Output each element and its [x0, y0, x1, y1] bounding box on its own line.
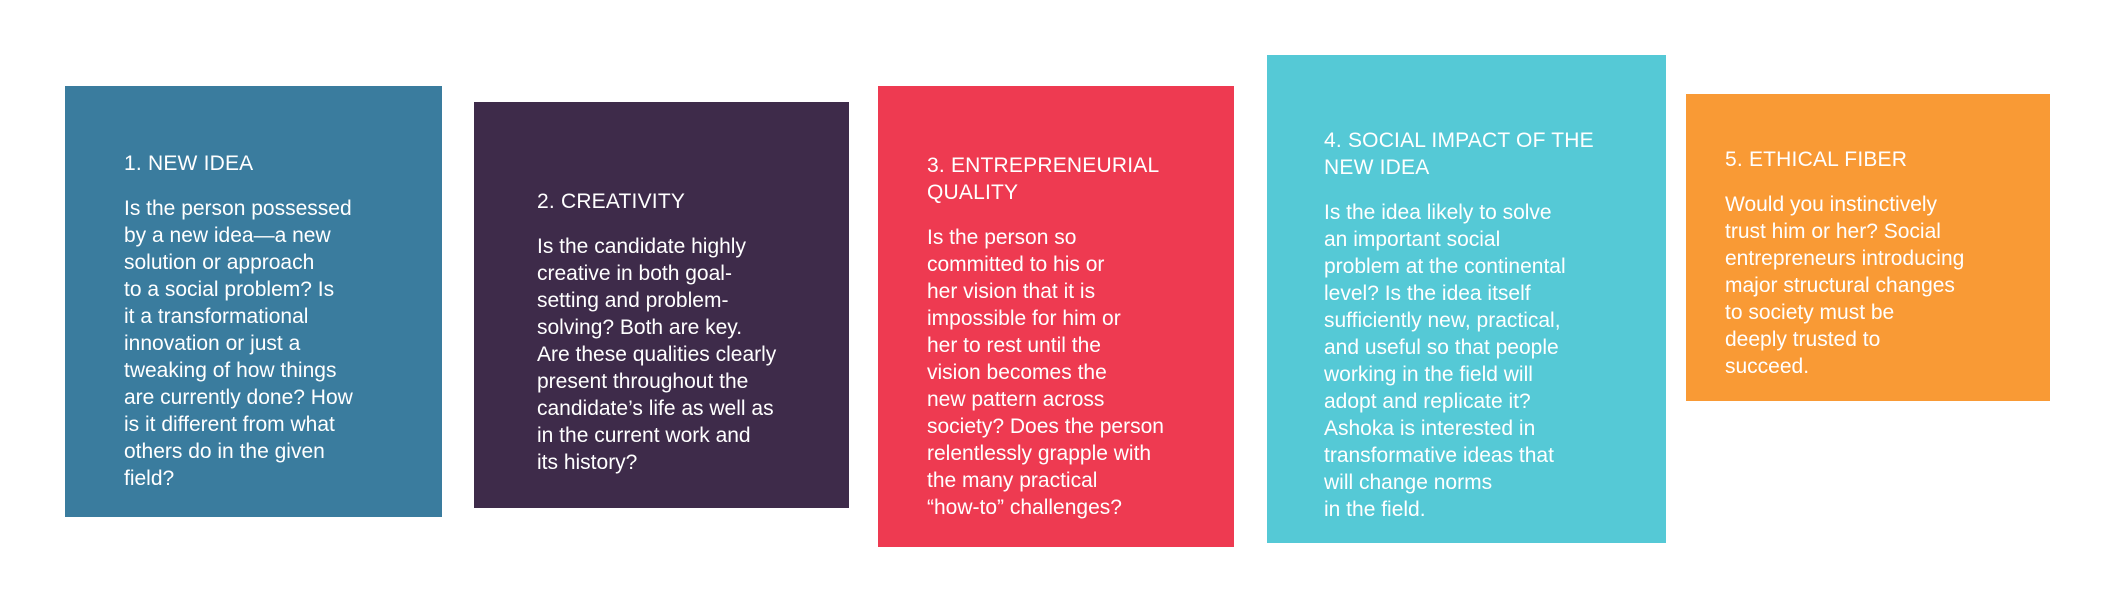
card-body: Is the idea likely to solve an important…	[1324, 201, 1566, 521]
card-title: 2. CREATIVITY	[537, 190, 686, 213]
card-title: 4. SOCIAL IMPACT OF THE NEW IDEA	[1324, 129, 1594, 179]
criterion-card-ethical-fiber: 5. ETHICAL FIBER Would you instinctively…	[1686, 94, 2050, 401]
card-body: Is the person so committed to his or her…	[927, 226, 1164, 519]
criterion-card-new-idea: 1. NEW IDEA Is the person possessed by a…	[65, 86, 442, 517]
card-content: 2. CREATIVITY Is the candidate highly cr…	[537, 170, 837, 494]
card-body: Would you instinctively trust him or her…	[1725, 193, 1965, 378]
criterion-card-social-impact: 4. SOCIAL IMPACT OF THE NEW IDEA Is the …	[1267, 55, 1666, 543]
card-content: 3. ENTREPRENEURIAL QUALITY Is the person…	[927, 134, 1227, 539]
card-body: Is the person possessed by a new idea—a …	[124, 197, 353, 490]
criterion-card-creativity: 2. CREATIVITY Is the candidate highly cr…	[474, 102, 849, 508]
card-title: 1. NEW IDEA	[124, 152, 254, 175]
card-content: 1. NEW IDEA Is the person possessed by a…	[124, 132, 424, 510]
card-content: 4. SOCIAL IMPACT OF THE NEW IDEA Is the …	[1324, 109, 1654, 541]
card-title: 5. ETHICAL FIBER	[1725, 148, 1908, 171]
card-content: 5. ETHICAL FIBER Would you instinctively…	[1725, 128, 2040, 398]
criterion-card-entrepreneurial-quality: 3. ENTREPRENEURIAL QUALITY Is the person…	[878, 86, 1234, 547]
card-title: 3. ENTREPRENEURIAL QUALITY	[927, 154, 1160, 204]
card-body: Is the candidate highly creative in both…	[537, 235, 777, 474]
